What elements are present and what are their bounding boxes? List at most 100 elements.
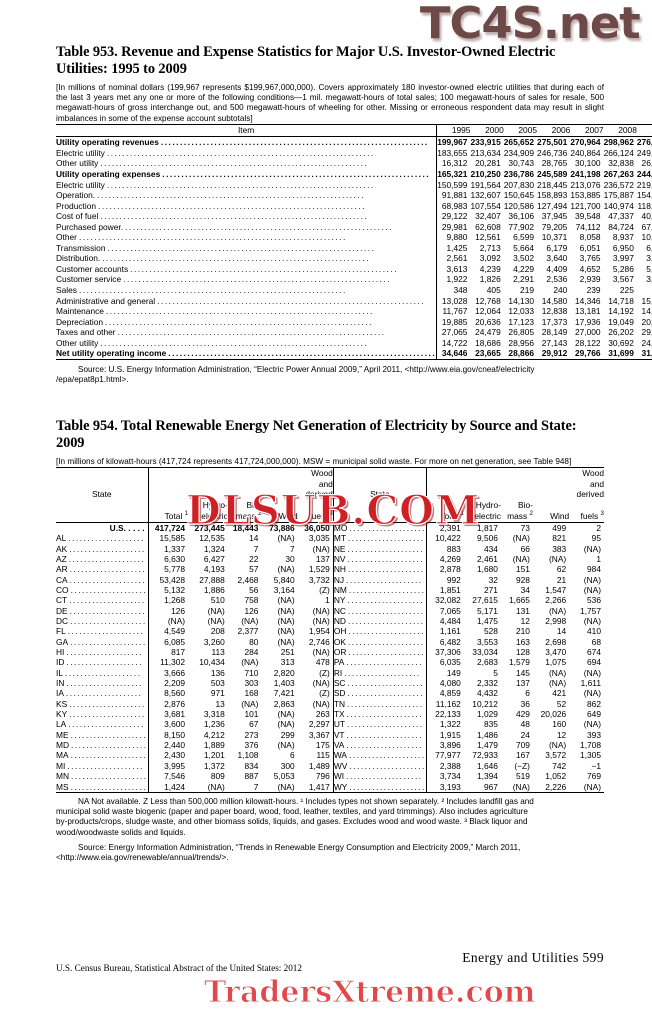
data-cell: 1,305 [580,750,601,761]
row-label: IA.................... [56,688,143,699]
table-row: Customer accounts.......................… [56,263,652,275]
data-cell: 887 [244,771,259,782]
data-cell: 154,925 [636,190,652,201]
data-cell: 84,724 [608,221,634,232]
data-cell: 5,778 [147,564,189,575]
data-cell: 29,766 [570,348,604,360]
data-cell: 2 [569,521,604,534]
row-label: Utility operating expenses..............… [56,169,431,179]
source-line-1: Source: Energy Information Administratio… [78,843,521,853]
row-label: NC.................... [332,605,427,617]
data-cell: 3,681 [147,709,189,720]
table-row: Utility operating revenues..............… [56,136,652,148]
row-label: MS.................... [56,781,148,792]
footnote-line-3: by-products/crops, sludge waste, and oth… [56,817,528,827]
table-row: Customer service........................… [56,274,652,286]
data-cell: 62 [556,564,567,575]
row-label: Customer accounts.......................… [56,263,399,274]
data-cell: (Z) [319,584,330,595]
table-row: AK.................... 1,337 1,324 7 7 (NA) NE… [56,543,604,554]
data-cell: 499 [532,521,570,534]
data-cell: 6,051 [579,242,601,253]
data-cell: 1,915 [425,729,464,741]
table-row: LA.................... 3,600 1,236 67 (NA) 2,… [56,719,604,730]
row-label: IL.................... [56,667,142,678]
row-label: VT.................... [332,729,427,741]
data-cell: 275,501 [537,136,571,148]
table-row: IA.................... 8,560 971 168 7,421 (Z… [56,688,604,699]
data-cell: 2,683 [476,657,498,668]
data-cell: 2,291 [513,274,535,285]
table-row: Production..............................… [56,200,652,212]
table-row: Cost of fuel............................… [56,211,652,222]
data-cell: 175,887 [603,190,634,201]
data-cell: 9,880 [436,232,471,243]
data-cell: 2,536 [546,274,568,285]
data-cell: 32 [488,574,498,585]
empty-cell [463,791,501,793]
data-cell: 1,889 [203,740,225,751]
data-cell: 694 [587,657,601,668]
data-cell: 91,881 [436,190,471,201]
data-cell: 183,655 [436,147,471,159]
data-cell: 150,645 [503,190,535,201]
data-cell: 128 [515,647,530,658]
row-label: Electric utility........................… [56,147,375,158]
data-cell: 405 [486,285,501,296]
data-cell: 519 [515,771,530,782]
data-cell: (NA) [277,595,295,606]
watermark-top: TC4S.net [420,0,641,49]
data-cell: (NA) [312,543,330,554]
table-row: Purchased power.........................… [56,221,652,233]
row-label-us: U.S. . . . . [56,521,149,534]
data-cell: 1,029 [476,709,498,720]
data-cell: 5,053 [273,771,295,782]
table-row: Sales...................................… [56,285,652,296]
data-cell: 6,950 [612,242,634,253]
source-line-1: Source: U.S. Energy Information Administ… [78,364,535,374]
row-label: OK.................... [332,636,427,648]
empty-cell [500,791,533,793]
table-row: KY.................... 3,681 3,318 101 (NA) 2… [56,709,604,720]
column-header-spacer [425,467,464,501]
data-cell: 2,863 [273,698,295,709]
data-cell: 2,209 [147,678,189,689]
data-cell: 2,440 [147,740,189,751]
data-cell: 12 [520,616,530,627]
data-cell: 10,970 [641,232,652,243]
data-cell: 1,886 [203,584,225,595]
data-cell: 68,983 [436,200,471,212]
footnote-line-2: municipal solid waste biogenic (paper an… [56,807,528,817]
data-cell: 234,909 [503,147,535,158]
data-cell: 2,430 [147,750,189,761]
data-cell: 4,080 [425,678,464,689]
data-cell: (NA) [312,616,330,627]
data-cell: 284 [244,647,259,658]
table-row: AL.................... 15,585 12,535 14 (NA)… [56,533,604,544]
row-label: KS.................... [56,698,146,709]
data-cell: 12,768 [475,295,501,306]
data-cell: 4,409 [546,263,568,274]
table-row: IL.................... 3,666 136 710 2,820 (Z… [56,667,604,679]
data-cell: 674 [587,647,601,658]
data-cell: 126 [147,605,189,617]
row-label: OH.................... [332,626,427,637]
data-cell: 199,967 [436,136,471,148]
data-cell: 14,130 [508,295,535,306]
data-cell: 1,954 [308,626,330,637]
data-cell: 3,092 [479,253,501,264]
column-header-wood-1: Wood and derived [297,467,334,501]
empty-cell [532,791,570,793]
data-cell: 267,263 [603,169,634,179]
data-cell: 95 [591,533,601,544]
data-cell: (NA) [207,605,225,616]
column-header-wood-fuels-2: fuels 3 [580,509,604,521]
data-cell: 3,640 [546,253,568,264]
data-cell: 27,615 [472,595,498,606]
data-cell: 167 [515,750,530,761]
table-953-title: Table 953. Revenue and Expense Statistic… [56,44,556,77]
row-label: MT.................... [332,533,427,544]
data-cell: 77,977 [425,750,464,761]
data-cell: 1,161 [425,626,464,637]
row-label: TX.................... [332,709,427,720]
